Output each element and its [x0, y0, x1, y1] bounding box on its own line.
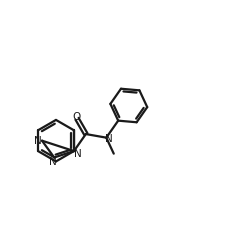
Text: O: O: [72, 112, 80, 122]
Text: N: N: [49, 157, 57, 167]
Text: N: N: [34, 136, 41, 146]
Text: N: N: [105, 134, 113, 144]
Text: N: N: [74, 149, 81, 159]
